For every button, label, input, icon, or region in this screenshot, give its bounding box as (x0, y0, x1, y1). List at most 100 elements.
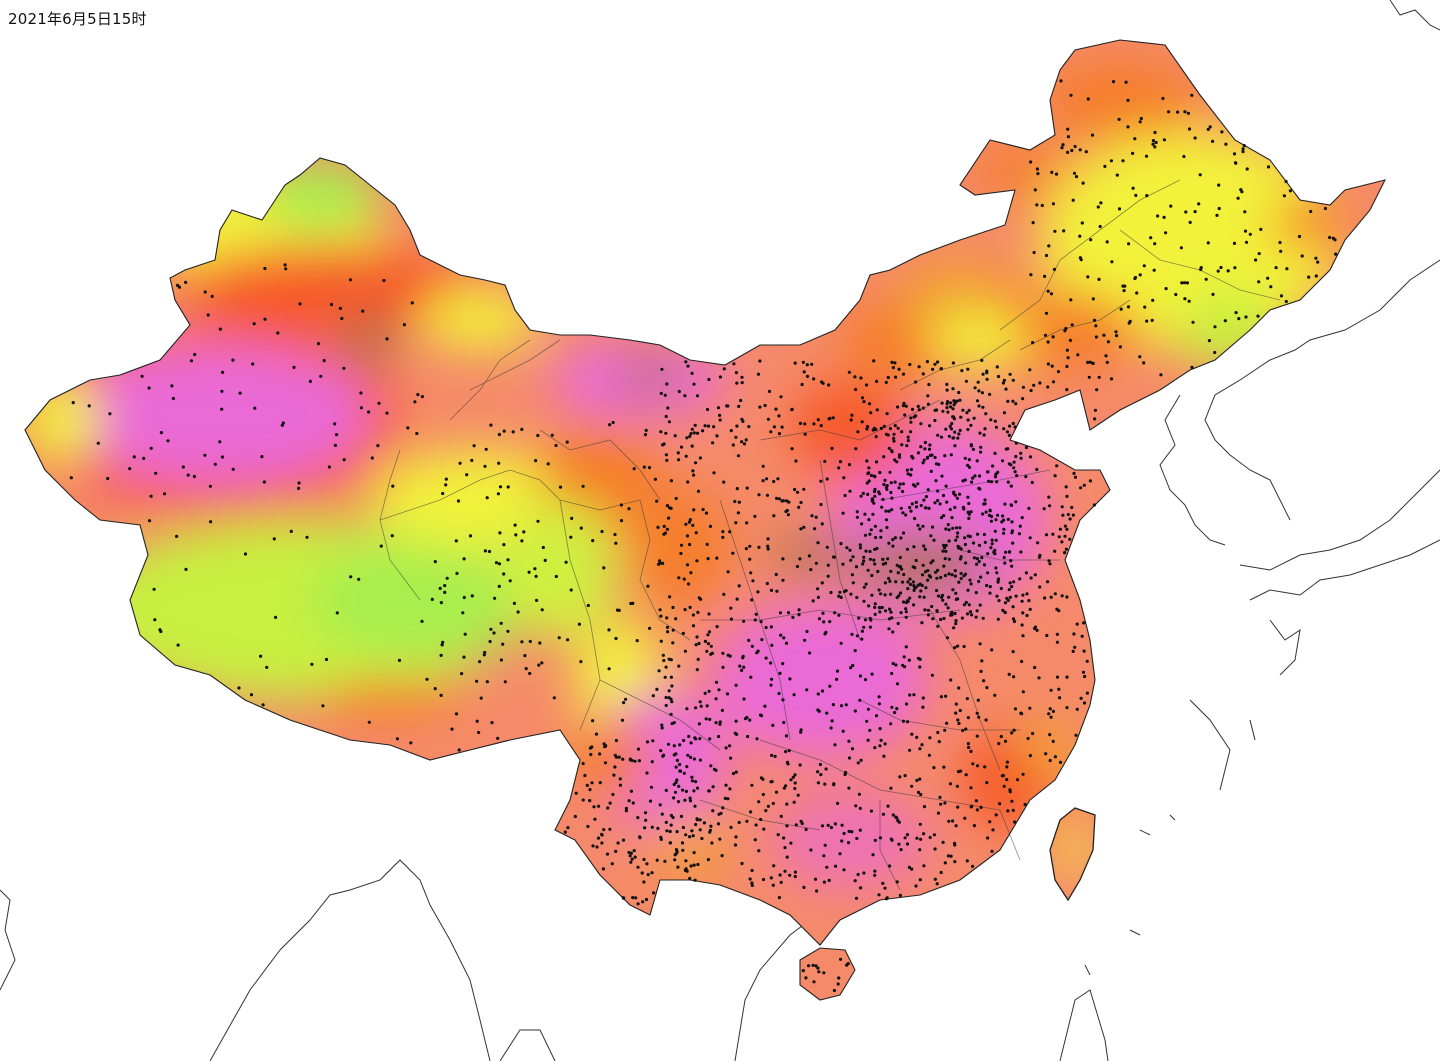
station-dot (949, 405, 953, 409)
station-dot (621, 838, 626, 842)
station-dot (1314, 274, 1318, 278)
station-dot (888, 607, 892, 611)
station-dot (905, 547, 910, 551)
station-dot (1105, 240, 1109, 244)
station-dot (598, 781, 602, 785)
station-dot (108, 412, 112, 416)
station-dot (479, 696, 483, 700)
station-dot (450, 727, 454, 731)
station-dot (953, 444, 957, 448)
station-dot (980, 358, 984, 362)
station-dot (947, 434, 952, 438)
station-dot (485, 496, 489, 500)
station-dot (830, 446, 834, 450)
station-dot (1048, 758, 1052, 763)
station-dot (797, 505, 801, 509)
station-dot (967, 745, 971, 750)
station-dot (439, 601, 443, 605)
station-dot (1002, 518, 1006, 522)
station-dot (968, 534, 972, 539)
station-dot (1207, 339, 1211, 343)
station-dot (714, 697, 718, 701)
station-dot (886, 433, 890, 437)
station-dot (904, 404, 908, 408)
station-dot (689, 432, 693, 436)
station-dot (1024, 445, 1028, 450)
station-dot (990, 538, 994, 542)
station-dot (866, 568, 870, 572)
station-dot (943, 557, 947, 561)
station-dot (483, 549, 487, 553)
station-dot (715, 556, 719, 560)
station-dot (857, 616, 861, 620)
station-dot (649, 785, 654, 789)
station-dot (793, 786, 797, 791)
station-dot (878, 836, 883, 840)
station-dot (830, 719, 834, 723)
station-dot (1042, 507, 1046, 511)
station-dot (778, 873, 782, 877)
station-dot (933, 501, 937, 505)
station-dot (718, 720, 722, 724)
station-dot (656, 525, 660, 530)
station-dot (666, 406, 670, 410)
station-dot (966, 418, 970, 422)
station-dot (874, 427, 878, 432)
station-dot (720, 854, 724, 858)
station-dot (783, 869, 787, 873)
station-dot (923, 447, 927, 451)
station-dot (679, 445, 684, 449)
station-dot (908, 748, 912, 752)
station-dot (943, 801, 947, 805)
station-dot (540, 661, 544, 665)
station-dot (535, 598, 539, 603)
station-dot (1001, 773, 1006, 778)
station-dot (990, 542, 994, 546)
station-dot (683, 394, 687, 398)
station-dot (956, 770, 961, 774)
station-dot (941, 409, 945, 413)
station-dot (335, 611, 339, 615)
station-dot (885, 412, 889, 416)
station-dot (961, 728, 965, 733)
station-dot (963, 572, 968, 576)
station-dot (865, 481, 869, 485)
station-dot (935, 609, 939, 613)
station-dot (774, 407, 778, 411)
station-dot (798, 421, 803, 425)
station-dot (889, 481, 893, 485)
station-dot (906, 720, 910, 724)
station-dot (933, 418, 937, 423)
station-dot (439, 653, 443, 658)
station-dot (171, 396, 175, 401)
station-dot (890, 449, 894, 453)
station-dot (890, 496, 894, 500)
station-dot (581, 484, 585, 488)
station-dot (1133, 137, 1137, 141)
station-dot (809, 568, 813, 572)
station-dot (698, 700, 702, 704)
station-dot (849, 418, 853, 422)
station-dot (750, 881, 754, 885)
station-dot (740, 440, 744, 444)
station-dot (863, 618, 868, 622)
station-dot (665, 382, 669, 386)
station-dot (959, 547, 963, 551)
station-dot (799, 500, 803, 505)
station-dot (692, 431, 696, 435)
station-dot (978, 431, 982, 435)
station-dot (893, 361, 897, 365)
station-dot (520, 640, 524, 644)
station-dot (1060, 146, 1064, 150)
station-dot (1153, 145, 1157, 149)
station-dot (811, 599, 815, 603)
station-dot (1091, 361, 1095, 365)
station-dot (349, 575, 353, 579)
station-dot (1056, 370, 1061, 374)
station-dot (569, 535, 573, 539)
station-dot (1269, 285, 1273, 289)
station-dot (823, 632, 827, 636)
station-dot (709, 644, 713, 648)
station-dot (956, 805, 960, 809)
station-dot (573, 814, 577, 819)
